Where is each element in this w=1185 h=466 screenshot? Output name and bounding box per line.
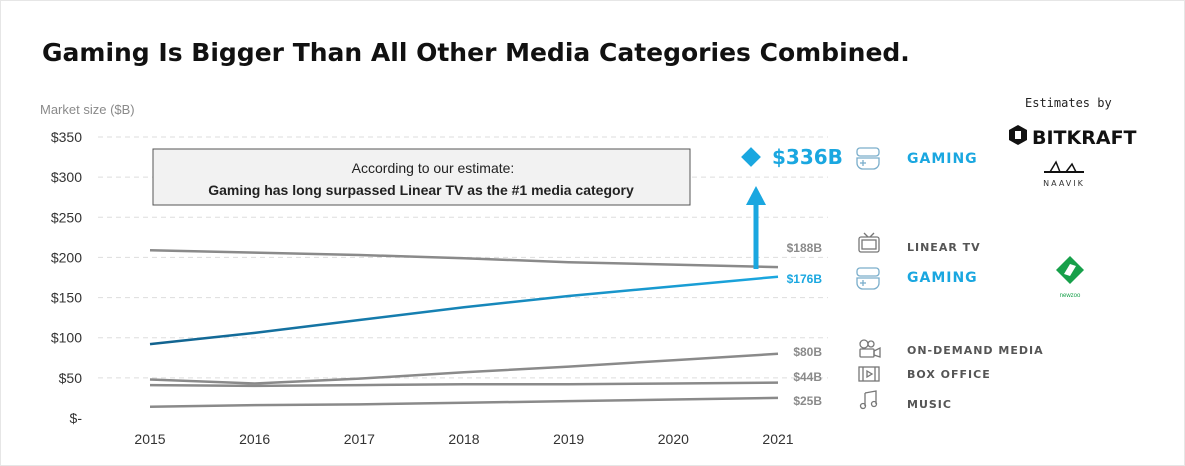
chart-title: Gaming Is Bigger Than All Other Media Ca… [42, 38, 910, 67]
legend-on-demand-media: ON-DEMAND MEDIA [907, 344, 1044, 357]
naavik-logo-text: NAAVIK [1043, 179, 1085, 188]
x-tick-label: 2019 [553, 431, 584, 447]
legend-gaming: GAMING [907, 270, 978, 286]
tv-icon [858, 232, 880, 253]
highlight-value: $336B GAMING [741, 145, 978, 170]
y-tick-label: $300 [51, 169, 82, 185]
y-tick-label: $200 [51, 249, 82, 265]
end-label: $44B [793, 370, 822, 384]
legend-music: MUSIC [907, 398, 952, 411]
x-tick-labels: 2015 2016 2017 2018 2019 2020 2021 [134, 431, 793, 447]
legend: LINEAR TV GAMING ON-DEMAND MEDIA BOX OFF… [856, 232, 1044, 411]
series-line-music [149, 396, 779, 409]
legend-box-office: BOX OFFICE [907, 368, 991, 381]
diamond-icon [741, 147, 761, 167]
x-tick-label: 2020 [658, 431, 689, 447]
end-label: $80B [793, 345, 822, 359]
end-label: $25B [793, 394, 822, 408]
end-labels: $188B $176B $80B $44B $25B [787, 241, 823, 408]
y-tick-label: $250 [51, 209, 82, 225]
bitkraft-logo-icon [1009, 125, 1027, 145]
film-icon [858, 366, 880, 382]
series-line-linear-tv [149, 248, 779, 269]
camera-icon [859, 339, 881, 358]
end-label: $188B [787, 241, 823, 255]
end-label: $176B [787, 272, 823, 286]
naavik-logo-icon [1044, 160, 1084, 173]
music-note-icon [859, 390, 878, 410]
estimates-by-label: Estimates by [1025, 96, 1112, 110]
y-tick-label: $50 [59, 370, 83, 386]
x-tick-label: 2017 [344, 431, 375, 447]
series-line-on-demand-media [149, 352, 779, 385]
annotation-box: According to our estimate: Gaming has lo… [152, 148, 691, 206]
sources: Estimates by BITKRAFT NAAVIK newzoo [1009, 96, 1137, 299]
y-tick-label: $350 [51, 129, 82, 145]
highlight-value-label: $336B [772, 145, 843, 169]
y-tick-label: $100 [51, 330, 82, 346]
bitkraft-logo-text: BITKRAFT [1032, 127, 1137, 149]
gamepad-icon [856, 267, 880, 290]
annotation-line-2: Gaming has long surpassed Linear TV as t… [208, 182, 634, 198]
series-line-gaming [149, 275, 779, 346]
x-tick-label: 2015 [134, 431, 165, 447]
x-tick-label: 2021 [762, 431, 793, 447]
highlight-category: GAMING [907, 151, 978, 167]
annotation-line-1: According to our estimate: [352, 160, 515, 176]
y-axis-label: Market size ($B) [40, 102, 135, 117]
newzoo-logo-icon [1056, 256, 1084, 284]
series-layer [149, 248, 779, 409]
x-tick-label: 2016 [239, 431, 270, 447]
legend-linear-tv: LINEAR TV [907, 241, 981, 254]
y-tick-label: $- [70, 410, 83, 426]
gamepad-icon [856, 147, 880, 170]
newzoo-logo-text: newzoo [1060, 293, 1081, 299]
x-tick-label: 2018 [448, 431, 479, 447]
y-tick-labels: $- $50 $100 $150 $200 $250 $300 $350 [51, 129, 82, 426]
y-tick-label: $150 [51, 290, 82, 306]
series-line-box-office [149, 381, 779, 388]
growth-arrow [746, 186, 766, 269]
